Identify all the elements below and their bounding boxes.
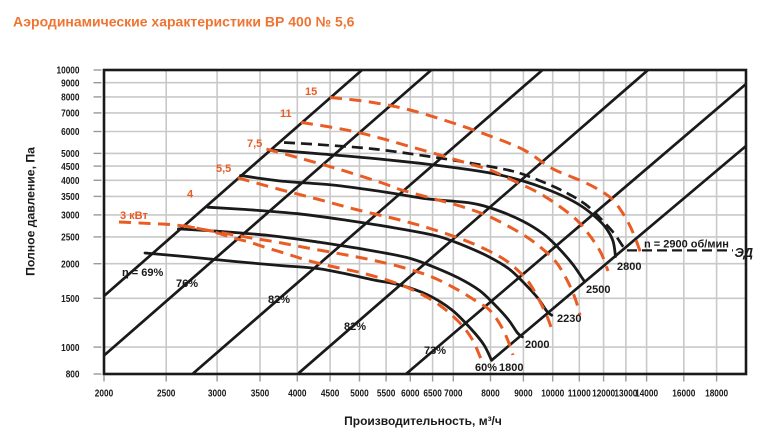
svg-text:2230: 2230 xyxy=(557,313,581,325)
svg-text:15: 15 xyxy=(305,86,317,98)
svg-text:14000: 14000 xyxy=(635,389,658,400)
svg-text:5000: 5000 xyxy=(61,149,80,160)
svg-text:13000: 13000 xyxy=(614,389,637,400)
svg-text:7000: 7000 xyxy=(61,109,80,120)
svg-text:3500: 3500 xyxy=(251,389,270,400)
svg-text:76%: 76% xyxy=(176,278,198,290)
svg-text:Аэродинамические характеристик: Аэродинамические характеристики ВР 400 №… xyxy=(13,14,355,30)
svg-text:10000: 10000 xyxy=(541,389,564,400)
svg-text:2500: 2500 xyxy=(61,233,80,244)
svg-text:11000: 11000 xyxy=(568,389,591,400)
svg-text:2000: 2000 xyxy=(525,339,549,351)
svg-text:18000: 18000 xyxy=(705,389,728,400)
svg-text:4000: 4000 xyxy=(61,176,80,187)
svg-text:1500: 1500 xyxy=(61,294,80,305)
svg-text:9000: 9000 xyxy=(514,389,533,400)
svg-text:2500: 2500 xyxy=(157,389,176,400)
svg-text:6000: 6000 xyxy=(61,127,80,138)
svg-text:2000: 2000 xyxy=(95,389,114,400)
svg-text:800: 800 xyxy=(66,370,80,381)
svg-text:3000: 3000 xyxy=(61,211,80,222)
svg-text:11: 11 xyxy=(280,108,292,120)
svg-text:6500: 6500 xyxy=(423,389,442,400)
svg-text:n = 2900 об/мин: n = 2900 об/мин xyxy=(644,239,729,251)
svg-text:3500: 3500 xyxy=(61,192,80,203)
svg-text:6000: 6000 xyxy=(401,389,420,400)
svg-text:3000: 3000 xyxy=(208,389,227,400)
svg-text:5,5: 5,5 xyxy=(216,163,231,175)
svg-text:4500: 4500 xyxy=(321,389,340,400)
svg-text:5500: 5500 xyxy=(377,389,396,400)
svg-text:2800: 2800 xyxy=(617,261,641,273)
svg-text:9000: 9000 xyxy=(61,78,80,89)
svg-text:73%: 73% xyxy=(424,345,446,357)
svg-text:4: 4 xyxy=(187,189,194,201)
svg-text:3 кВт: 3 кВт xyxy=(120,210,148,222)
svg-text:82%: 82% xyxy=(344,321,366,333)
svg-text:2500: 2500 xyxy=(586,284,610,296)
svg-text:2000: 2000 xyxy=(61,259,80,270)
svg-text:60%: 60% xyxy=(475,362,497,374)
svg-text:Полное давление, Па: Полное давление, Па xyxy=(24,147,38,276)
svg-text:12000: 12000 xyxy=(592,389,615,400)
svg-text:1000: 1000 xyxy=(61,343,80,354)
svg-text:7,5: 7,5 xyxy=(247,138,262,150)
svg-text:10000: 10000 xyxy=(57,66,80,77)
svg-text:82%: 82% xyxy=(268,294,290,306)
svg-text:8000: 8000 xyxy=(61,93,80,104)
svg-text:4000: 4000 xyxy=(288,389,307,400)
svg-text:Производительность, м³/ч: Производительность, м³/ч xyxy=(344,414,502,428)
svg-text:5000: 5000 xyxy=(350,389,369,400)
svg-text:η = 69%: η = 69% xyxy=(122,267,163,279)
svg-text:ЭД: ЭД xyxy=(735,245,754,260)
svg-text:16000: 16000 xyxy=(672,389,695,400)
svg-text:1800: 1800 xyxy=(499,362,523,374)
svg-text:4500: 4500 xyxy=(61,162,80,173)
svg-text:7000: 7000 xyxy=(444,389,463,400)
svg-text:8000: 8000 xyxy=(481,389,500,400)
